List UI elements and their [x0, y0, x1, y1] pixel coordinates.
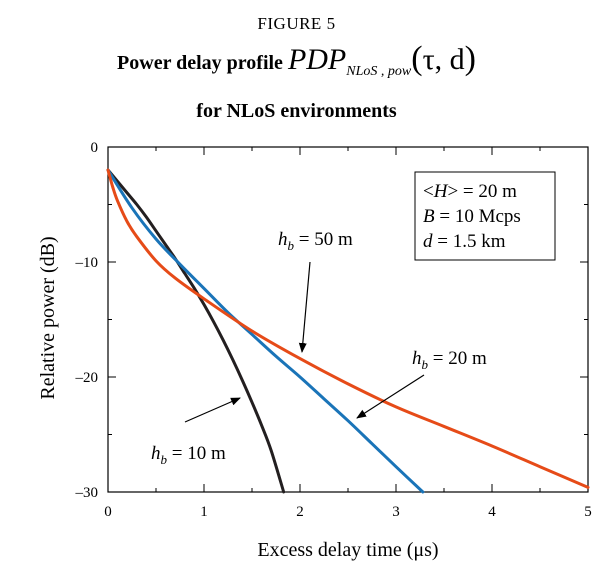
series-line-1: [106, 168, 425, 494]
title-args: τ, d: [422, 43, 465, 76]
title-subscript: NLoS , pow: [346, 64, 412, 79]
annotation-hb-20: hb = 20 m: [412, 348, 487, 372]
info-box-line-2: B = 10 Mcps: [423, 206, 521, 227]
y-tick-label: –20: [75, 370, 99, 386]
chart-subtitle: for NLoS environments: [196, 100, 397, 122]
y-tick-label: –10: [75, 255, 99, 271]
arrow-hb-10: [184, 397, 241, 423]
chart-title: Power delay profile PDPNLoS , pow(τ, d): [117, 40, 476, 79]
series-line-2: [106, 168, 590, 489]
series-line-0: [106, 168, 286, 494]
arrow-hb-20: [356, 374, 425, 419]
x-tick-label: 2: [296, 504, 304, 520]
axis-ticks: [107, 146, 589, 493]
series-layer: [106, 168, 590, 494]
y-tick-label: –30: [75, 485, 99, 501]
title-symbol: PDP: [287, 43, 347, 76]
info-box-line-3: d = 1.5 km: [423, 231, 506, 252]
y-axis-title: Relative power (dB): [37, 236, 59, 399]
annotation-hb-50: hb = 50 m: [278, 229, 353, 253]
x-tick-label: 3: [392, 504, 400, 520]
arrow-hb-50: [298, 261, 311, 353]
figure-label: FIGURE 5: [257, 14, 336, 33]
x-tick-label: 5: [584, 504, 592, 520]
title-text: Power delay profile: [117, 52, 283, 74]
annotation-hb-10: hb = 10 m: [151, 443, 226, 467]
x-axis-title: Excess delay time (μs): [257, 539, 438, 561]
x-tick-label: 1: [200, 504, 208, 520]
y-tick-label: 0: [91, 140, 99, 156]
info-box-line-1: <H> = 20 m: [423, 181, 517, 202]
tick-labels: 0 1 2 3 4 5 0 –10 –20 –30: [75, 140, 592, 520]
x-tick-label: 0: [104, 504, 112, 520]
x-tick-label: 4: [488, 504, 496, 520]
info-box: [414, 171, 556, 261]
